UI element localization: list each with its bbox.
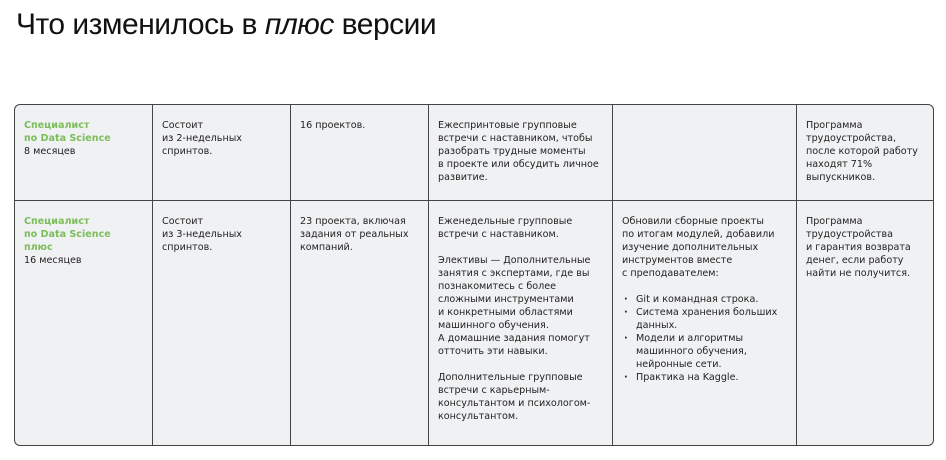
program-duration: 16 месяцев [24, 255, 82, 266]
mentoring-paragraph: Ежеспринтовые групповые встречи с настав… [438, 120, 599, 183]
list-item: Git и командная строка. [624, 293, 788, 306]
list-item: Система хранения больших данных. [624, 306, 788, 332]
updates-intro: Обновили сборные проекты по итогам модул… [622, 216, 775, 279]
list-item: Модели и алгоритмы машинного обучения, н… [624, 332, 788, 371]
cell-career: Программа трудоустройства, после которой… [797, 105, 933, 201]
mentoring-paragraph: Дополнительные групповые встречи с карье… [438, 372, 591, 422]
comparison-table: Специалист по Data Science 8 месяцев Состо… [14, 104, 934, 446]
program-name: Специалист по Data Science [24, 120, 111, 144]
cell-projects: 23 проекта, включая задания от реальных … [291, 201, 429, 445]
updates-list: Git и командная строка.Система хранения … [622, 293, 788, 384]
cell-updates: Обновили сборные проекты по итогам модул… [613, 201, 797, 445]
sprints-text: Состоит из 3-недельных спринтов. [162, 216, 242, 253]
cell-sprints: Состоит из 3-недельных спринтов. [153, 201, 291, 445]
career-text: Программа трудоустройства и гарантия воз… [806, 216, 911, 279]
program-name: Специалист по Data Science плюс [24, 216, 111, 253]
career-text: Программа трудоустройства, после которой… [806, 120, 918, 183]
cell-program: Специалист по Data Science 8 месяцев [15, 105, 153, 201]
cell-mentoring: Ежеспринтовые групповые встречи с настав… [429, 105, 613, 201]
projects-text: 23 проекта, включая задания от реальных … [300, 216, 409, 253]
page-title: Что изменилось в плюс версии [16, 8, 437, 42]
cell-career: Программа трудоустройства и гарантия воз… [797, 201, 933, 445]
cell-sprints: Состоит из 2-недельных спринтов. [153, 105, 291, 201]
mentoring-paragraph: Еженедельные групповые встречи с наставн… [438, 216, 573, 240]
list-item: Практика на Kaggle. [624, 371, 788, 384]
mentoring-paragraph: Элективы — Дополнительные занятия с эксп… [438, 255, 591, 357]
title-text: Что изменилось в [16, 8, 265, 41]
sprints-text: Состоит из 2-недельных спринтов. [162, 120, 242, 157]
title-italic: плюс [264, 8, 335, 41]
program-duration: 8 месяцев [24, 146, 76, 157]
cell-updates [613, 105, 797, 201]
projects-text: 16 проектов. [300, 120, 366, 131]
cell-mentoring: Еженедельные групповые встречи с наставн… [429, 201, 613, 445]
cell-projects: 16 проектов. [291, 105, 429, 201]
title-text-end: версии [333, 8, 437, 41]
cell-program: Специалист по Data Science плюс 16 месяце… [15, 201, 153, 445]
